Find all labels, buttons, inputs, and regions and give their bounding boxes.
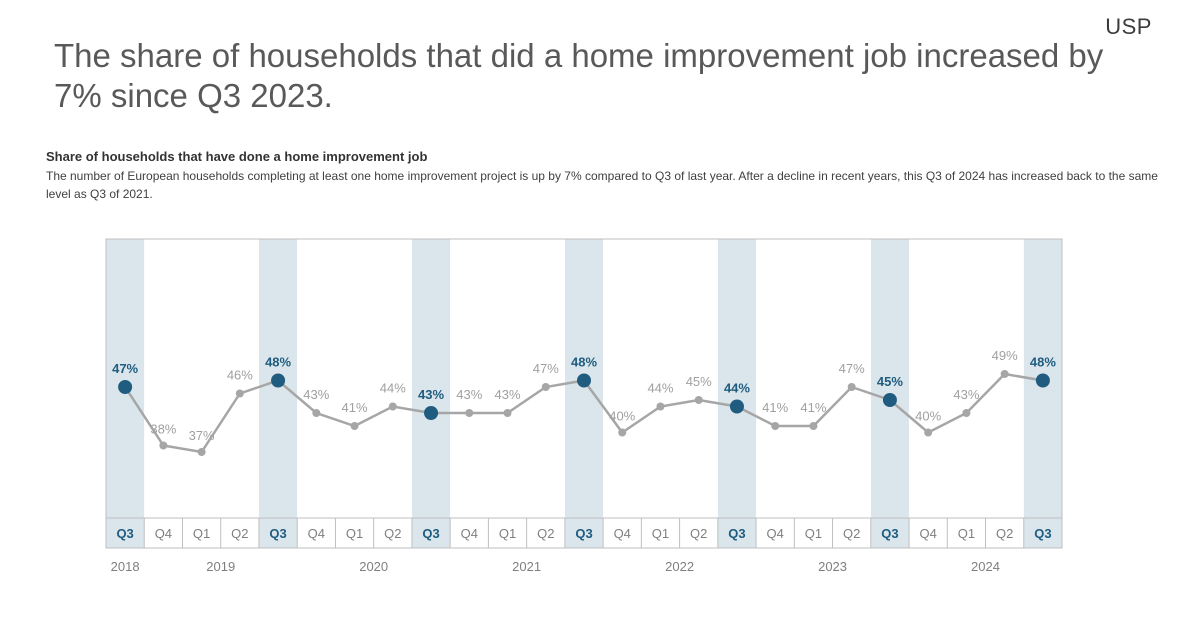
quarter-label: Q3 <box>269 526 286 541</box>
data-label: 38% <box>150 422 176 437</box>
data-point <box>618 428 627 437</box>
data-point <box>694 396 703 404</box>
q3-band <box>412 239 451 548</box>
highlight-point <box>271 373 286 388</box>
data-labels: 47% 38% 37% 46% 48% 43% 41% 44% 43% 43% 43% 47% 48% 4… <box>112 348 1056 443</box>
year-label: 2018 <box>111 559 140 574</box>
data-label: 43% <box>953 387 979 402</box>
quarter-label: Q2 <box>843 526 860 541</box>
quarter-label: Q4 <box>308 526 325 541</box>
highlight-point <box>882 393 897 407</box>
quarter-label: Q3 <box>116 526 133 541</box>
data-label: 49% <box>992 348 1018 363</box>
data-label: 48% <box>571 355 597 370</box>
usp-logo: USP <box>1105 14 1152 39</box>
year-label: 2021 <box>512 559 541 574</box>
data-label: 44% <box>380 381 406 396</box>
data-point <box>924 428 933 437</box>
quarter-label: Q2 <box>690 526 707 541</box>
data-point <box>1000 370 1009 378</box>
data-point <box>159 441 168 450</box>
data-label: 43% <box>495 387 521 402</box>
q3-band <box>717 239 756 548</box>
data-label: 41% <box>342 400 368 415</box>
data-label: 48% <box>1030 355 1056 370</box>
quarter-label: Q2 <box>537 526 554 541</box>
data-label: 41% <box>762 400 788 415</box>
data-label: 43% <box>303 387 329 402</box>
data-label: 43% <box>456 387 482 402</box>
data-label: 44% <box>647 381 673 396</box>
quarter-label: Q2 <box>231 526 248 541</box>
quarter-label: Q3 <box>1034 526 1051 541</box>
data-label: 48% <box>265 355 291 370</box>
data-label: 37% <box>189 428 215 443</box>
highlight-point <box>729 399 744 414</box>
data-point <box>541 383 550 391</box>
year-axis: 2018 2019 2020 2021 2022 2023 2024 <box>111 559 1000 574</box>
q3-band <box>565 239 603 548</box>
data-point <box>388 402 397 411</box>
data-point <box>809 422 818 430</box>
data-label: 47% <box>112 361 138 376</box>
data-point <box>197 448 206 456</box>
data-point <box>503 409 512 417</box>
quarter-label: Q1 <box>958 526 975 541</box>
highlight-point <box>1035 373 1050 388</box>
data-label: 40% <box>609 409 635 424</box>
quarter-label: Q4 <box>919 526 936 541</box>
highlight-point <box>118 380 133 394</box>
quarter-label: Q1 <box>346 526 363 541</box>
q3-band <box>259 239 298 548</box>
year-label: 2019 <box>206 559 235 574</box>
quarter-label: Q1 <box>499 526 516 541</box>
year-label: 2023 <box>818 559 847 574</box>
data-point <box>962 409 971 417</box>
quarter-label: Q3 <box>881 526 898 541</box>
quarter-label: Q1 <box>652 526 669 541</box>
quarter-label: Q4 <box>614 526 631 541</box>
page-title: The share of households that did a home … <box>54 37 1104 114</box>
data-label: 47% <box>839 361 865 376</box>
chart-frame <box>105 238 1063 549</box>
data-label: 45% <box>686 374 712 389</box>
year-label: 2022 <box>665 559 694 574</box>
quarter-label: Q2 <box>384 526 401 541</box>
chart-description: The number of European households comple… <box>46 169 1158 201</box>
quarter-label: Q3 <box>422 526 439 541</box>
data-label: 45% <box>877 374 903 389</box>
data-point <box>847 383 856 391</box>
year-label: 2020 <box>359 559 388 574</box>
quarter-label: Q4 <box>767 526 784 541</box>
data-point <box>312 409 321 417</box>
data-label: 47% <box>533 361 559 376</box>
quarter-label: Q4 <box>461 526 478 541</box>
highlight-point <box>577 373 591 388</box>
chart-subtitle: Share of households that have done a hom… <box>46 149 428 164</box>
quarter-label: Q3 <box>728 526 745 541</box>
quarter-label: Q2 <box>996 526 1013 541</box>
data-label: 43% <box>418 387 444 402</box>
data-point <box>771 422 780 430</box>
data-label: 46% <box>227 368 253 383</box>
data-label: 40% <box>915 409 941 424</box>
quarter-label: Q1 <box>193 526 210 541</box>
data-points <box>118 370 1050 456</box>
quarter-label: Q3 <box>575 526 592 541</box>
q3-band <box>1023 239 1062 548</box>
data-point <box>656 402 665 411</box>
data-point <box>235 389 244 398</box>
quarter-label: Q1 <box>805 526 822 541</box>
quarter-label: Q4 <box>155 526 172 541</box>
quarter-axis: Q3 Q4 Q1 Q2 Q3 Q4 Q1 Q2 Q3 Q4 Q1 Q2 Q3 Q4 Q1 Q2 Q3 Q4 Q1 Q2… <box>106 517 1062 548</box>
data-label: 41% <box>800 400 826 415</box>
data-point <box>465 409 474 417</box>
year-label: 2024 <box>971 559 1000 574</box>
q3-highlight-bands <box>106 239 1062 548</box>
data-point <box>350 422 359 430</box>
data-label: 44% <box>724 381 750 396</box>
highlight-point <box>424 406 439 420</box>
